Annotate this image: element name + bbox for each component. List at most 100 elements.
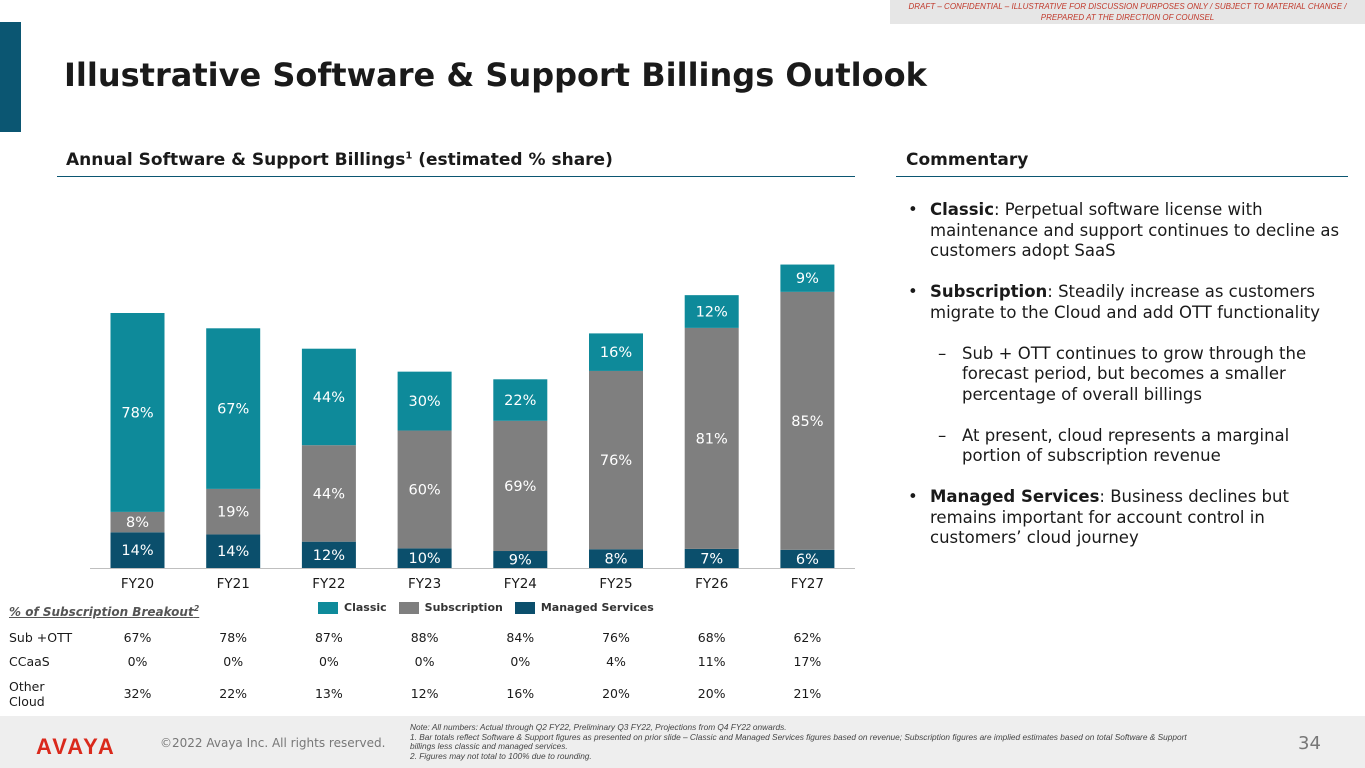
breakout-cell: 16% — [506, 686, 535, 701]
data-label-managed-services-fy20: 14% — [121, 543, 153, 559]
breakout-cell: 0% — [318, 654, 339, 669]
bar-managed-services-fy23 — [397, 548, 452, 568]
breakout-cell: 12% — [410, 686, 439, 701]
x-tick-label-fy22: FY22 — [312, 576, 345, 592]
data-label-subscription-fy25: 76% — [600, 453, 632, 469]
billings-chart: 14% 8% 78% FY20 14% 19% 67% FY21 12% 44% 44% FY22 10… — [90, 264, 855, 592]
bar-managed-services-fy25 — [589, 549, 643, 568]
breakout-row-ccaas: CCaaS 0% 0% 0% 0% 0% 4% 11% 17% — [0, 654, 860, 678]
commentary-item-managed-services: • Managed Services: Business declines but… — [908, 487, 1348, 549]
chart-heading-text: Annual Software & Support Billings — [66, 150, 406, 170]
breakout-row-other-cloud: Other Cloud 32% 22% 13% 12% 16% 20% 20% 21% — [0, 679, 860, 709]
data-label-classic-fy25: 16% — [600, 345, 632, 361]
legend-label-managed-services: Managed Services — [540, 601, 654, 614]
bar-subscription-fy22 — [301, 445, 356, 542]
data-label-managed-services-fy27: 6% — [796, 552, 819, 568]
bar-classic-fy22 — [301, 348, 356, 446]
data-label-managed-services-fy26: 7% — [700, 551, 723, 567]
commentary-item-title: Classic — [930, 200, 994, 219]
data-label-subscription-fy22: 44% — [313, 486, 345, 502]
x-tick-label-fy26: FY26 — [695, 576, 728, 592]
commentary-subitem-text: Sub + OTT continues to grow through the … — [962, 343, 1307, 404]
breakout-cell: 22% — [219, 686, 248, 701]
bar-subscription-fy20 — [110, 511, 165, 533]
breakout-cell: 62% — [793, 630, 822, 645]
chart-heading-footnote: 1 — [405, 150, 413, 162]
breakout-title-text: % of Subscription Breakout — [9, 605, 194, 619]
bar-subscription-fy27 — [780, 291, 835, 550]
bar-classic-fy20 — [110, 313, 165, 512]
bar-classic-fy26 — [684, 295, 739, 328]
data-label-subscription-fy24: 69% — [504, 479, 536, 495]
breakout-cell: 67% — [123, 630, 152, 645]
data-label-subscription-fy23: 60% — [408, 482, 440, 498]
data-label-managed-services-fy23: 10% — [408, 551, 440, 567]
data-label-classic-fy20: 78% — [121, 405, 153, 421]
avaya-logo: AVAYA — [36, 734, 116, 759]
dash-icon: – — [938, 343, 947, 363]
footnote-note: Note: All numbers: Actual through Q2 FY2… — [410, 722, 787, 732]
draft-banner: DRAFT – CONFIDENTIAL – ILLUSTRATIVE FOR … — [890, 0, 1365, 24]
commentary-subitem-ott: – Sub + OTT continues to grow through the… — [908, 344, 1348, 406]
commentary-heading: Commentary — [906, 150, 1029, 170]
chart-legend: Classic Subscription Managed Services — [318, 601, 654, 614]
bar-subscription-fy26 — [684, 327, 739, 549]
commentary-item-classic: • Classic: Perpetual software license wit… — [908, 200, 1348, 262]
dash-icon: – — [938, 425, 947, 445]
legend-label-subscription: Subscription — [424, 601, 503, 614]
footnote-2: 2. Figures may not total to 100% due to … — [410, 751, 592, 762]
legend-item-subscription: Subscription — [398, 601, 503, 614]
data-label-classic-fy24: 22% — [504, 393, 536, 409]
data-label-classic-fy21: 67% — [217, 402, 249, 418]
x-tick-label-fy20: FY20 — [121, 576, 154, 592]
commentary-item-subscription: • Subscription: Steadily increase as cust… — [908, 282, 1348, 323]
bar-subscription-fy24 — [493, 420, 548, 552]
breakout-title: % of Subscription Breakout2 — [9, 604, 199, 619]
footnote-1: 1. Bar totals reflect Software & Support… — [410, 731, 1187, 752]
breakout-cell: 17% — [793, 654, 822, 669]
commentary-item-text: : Steadily increase as customers migrate… — [930, 282, 1321, 322]
chart-heading-suffix: (estimated % share) — [412, 150, 613, 170]
x-tick-label-fy27: FY27 — [791, 576, 824, 592]
data-label-classic-fy27: 9% — [796, 271, 819, 287]
legend-label-classic: Classic — [344, 601, 387, 614]
bar-subscription-fy25 — [589, 370, 643, 550]
bullet-icon: • — [908, 282, 918, 301]
commentary-item-text: : Business declines but remains importan… — [930, 487, 1289, 547]
data-label-classic-fy23: 30% — [408, 394, 440, 410]
breakout-cell: 0% — [223, 654, 244, 669]
breakout-row-label: CCaaS — [9, 654, 50, 669]
bar-managed-services-fy24 — [493, 551, 548, 568]
legend-item-classic: Classic — [318, 601, 387, 614]
commentary-item-title: Managed Services — [930, 487, 1100, 506]
commentary-subitem-text: At present, cloud represents a marginal … — [962, 425, 1290, 466]
bar-managed-services-fy22 — [301, 541, 356, 568]
accent-bar — [0, 22, 21, 132]
bar-classic-fy24 — [493, 379, 548, 421]
data-label-subscription-fy20: 8% — [126, 515, 149, 531]
breakout-cell: 11% — [697, 654, 726, 669]
bullet-icon: • — [908, 200, 918, 219]
commentary-item-text: : Perpetual software license with mainte… — [930, 200, 1340, 260]
x-tick-label-fy21: FY21 — [217, 576, 250, 592]
breakout-cell: 76% — [602, 630, 630, 645]
breakout-cell: 68% — [697, 630, 726, 645]
x-tick-label-fy25: FY25 — [599, 576, 632, 592]
bar-classic-fy25 — [589, 333, 643, 371]
breakout-cell: 21% — [793, 686, 822, 701]
page-number: 34 — [1298, 733, 1321, 754]
footnotes: Note: All numbers: Actual through Q2 FY2… — [410, 722, 1210, 762]
data-label-classic-fy26: 12% — [696, 305, 728, 321]
page-title: Illustrative Software & Support Billings… — [64, 56, 927, 94]
breakout-cell: 32% — [123, 686, 152, 701]
data-label-managed-services-fy21: 14% — [217, 544, 249, 560]
bar-managed-services-fy20 — [110, 532, 165, 568]
copyright: ©2022 Avaya Inc. All rights reserved. — [160, 736, 386, 750]
footer — [0, 716, 1365, 768]
commentary-panel: • Classic: Perpetual software license wit… — [908, 200, 1348, 569]
bar-classic-fy27 — [780, 264, 835, 292]
bar-subscription-fy23 — [397, 430, 452, 549]
chart-heading: Annual Software & Support Billings1 (est… — [66, 150, 613, 170]
legend-swatch-subscription — [398, 601, 419, 614]
breakout-title-footnote: 2 — [193, 604, 200, 613]
